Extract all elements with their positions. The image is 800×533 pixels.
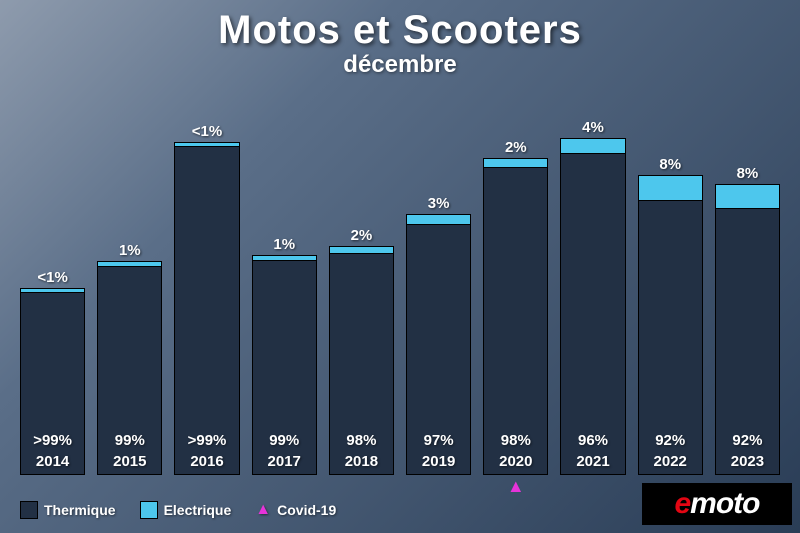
chart-title: Motos et Scooters xyxy=(0,0,800,53)
bar-2018: 2% 98% 2018 xyxy=(329,94,394,475)
legend-label: Covid-19 xyxy=(277,502,336,518)
elec-segment xyxy=(560,138,625,154)
elec-pct-label: 1% xyxy=(252,236,317,253)
therm-segment: >99% 2016 xyxy=(174,146,239,475)
legend-swatch-icon xyxy=(20,501,38,519)
covid-marker-icon: ▲ xyxy=(507,477,525,495)
year-label: 2018 xyxy=(345,453,378,470)
legend-item: Thermique xyxy=(20,501,116,519)
legend-label: Electrique xyxy=(164,502,232,518)
therm-pct-label: >99% xyxy=(188,432,227,449)
legend-label: Thermique xyxy=(44,502,116,518)
year-label: 2015 xyxy=(113,453,146,470)
therm-pct-label: 98% xyxy=(346,432,376,449)
legend-item: ▲ Covid-19 xyxy=(255,502,336,518)
therm-segment: >99% 2014 xyxy=(20,292,85,475)
chart-area: <1% >99% 2014 1% 99% 2015 <1% >99% 2016 1% 99% 2017… xyxy=(20,94,780,475)
year-label: 2017 xyxy=(268,453,301,470)
elec-segment xyxy=(406,214,471,224)
elec-pct-label: <1% xyxy=(174,123,239,140)
therm-segment: 98% 2018 xyxy=(329,253,394,475)
therm-pct-label: 92% xyxy=(655,432,685,449)
year-label: 2022 xyxy=(654,453,687,470)
legend-item: Electrique xyxy=(140,501,232,519)
bar-2022: 8% 92% 2022 xyxy=(638,94,703,475)
bar-2019: 3% 97% 2019 xyxy=(406,94,471,475)
elec-segment xyxy=(329,246,394,253)
bar-2017: 1% 99% 2017 xyxy=(252,94,317,475)
bar-2023: 8% 92% 2023 xyxy=(715,94,780,475)
logo-emoto: emoto xyxy=(642,483,792,525)
therm-segment: 92% 2022 xyxy=(638,200,703,475)
legend: Thermique Electrique ▲ Covid-19 xyxy=(20,501,336,519)
therm-pct-label: 96% xyxy=(578,432,608,449)
therm-segment: 97% 2019 xyxy=(406,224,471,475)
year-label: 2021 xyxy=(576,453,609,470)
therm-pct-label: 98% xyxy=(501,432,531,449)
year-label: 2019 xyxy=(422,453,455,470)
elec-pct-label: 4% xyxy=(560,119,625,136)
year-label: 2023 xyxy=(731,453,764,470)
year-label: 2020 xyxy=(499,453,532,470)
bar-2021: 4% 96% 2021 xyxy=(560,94,625,475)
elec-pct-label: 8% xyxy=(715,165,780,182)
therm-pct-label: 92% xyxy=(732,432,762,449)
year-label: 2014 xyxy=(36,453,69,470)
therm-segment: 99% 2015 xyxy=(97,266,162,475)
therm-segment: 92% 2023 xyxy=(715,208,780,475)
elec-segment xyxy=(483,158,548,167)
bar-2016: <1% >99% 2016 xyxy=(174,94,239,475)
therm-pct-label: 97% xyxy=(424,432,454,449)
elec-pct-label: 1% xyxy=(97,242,162,259)
elec-pct-label: 3% xyxy=(406,195,471,212)
elec-segment xyxy=(715,184,780,208)
elec-pct-label: 8% xyxy=(638,156,703,173)
therm-pct-label: 99% xyxy=(269,432,299,449)
bar-2014: <1% >99% 2014 xyxy=(20,94,85,475)
elec-pct-label: 2% xyxy=(329,227,394,244)
year-label: 2016 xyxy=(190,453,223,470)
bar-2015: 1% 99% 2015 xyxy=(97,94,162,475)
therm-pct-label: >99% xyxy=(33,432,72,449)
bar-2020: 2%98%2020▲ xyxy=(483,94,548,475)
elec-pct-label: <1% xyxy=(20,269,85,286)
therm-segment: 98% 2020 xyxy=(483,167,548,475)
legend-triangle-icon: ▲ xyxy=(255,502,271,518)
therm-pct-label: 99% xyxy=(115,432,145,449)
legend-swatch-icon xyxy=(140,501,158,519)
elec-pct-label: 2% xyxy=(483,139,548,156)
therm-segment: 96% 2021 xyxy=(560,153,625,475)
logo-letter-e: e xyxy=(674,487,690,521)
chart-subtitle: décembre xyxy=(0,51,800,79)
elec-segment xyxy=(638,175,703,200)
logo-text-rest: moto xyxy=(690,487,759,521)
therm-segment: 99% 2017 xyxy=(252,260,317,475)
